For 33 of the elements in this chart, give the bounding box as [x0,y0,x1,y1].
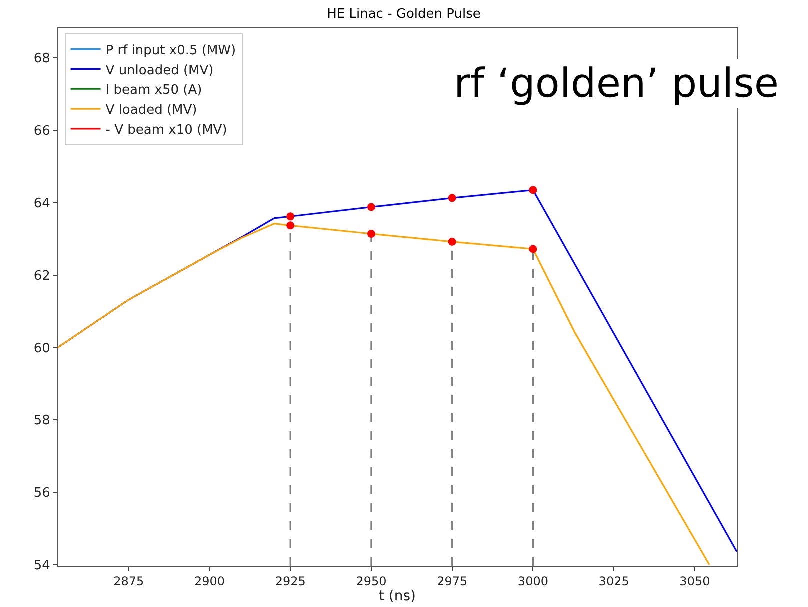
x-tick-label: 2875 [114,574,144,588]
y-tick-label: 58 [34,414,50,429]
y-tick-label: 54 [34,558,50,574]
point [529,186,538,194]
legend-label: I beam x50 (A) [106,83,202,98]
y-tick-label: 56 [34,486,50,502]
legend-label: V loaded (MV) [106,103,198,118]
legend-label: - V beam x10 (MV) [106,123,228,138]
y-tick-label: 68 [34,52,50,67]
x-tick-label: 2950 [356,574,387,588]
point [286,222,295,230]
legend-label: P rf input x0.5 (MW) [106,43,236,58]
x-axis-title: t (ns) [378,588,416,604]
x-tick-label: 2975 [437,574,468,588]
point [448,194,456,202]
chart-title: HE Linac - Golden Pulse [327,7,481,22]
x-tick-label: 2900 [194,574,225,588]
y-tick-label: 66 [34,124,50,140]
point [529,245,538,254]
x-tick-label: 2925 [275,574,306,588]
point [448,238,456,246]
legend-label: V unloaded (MV) [106,63,214,78]
y-tick-label: 60 [34,341,50,356]
x-tick-label: 3025 [598,574,630,588]
y-tick-label: 64 [34,196,50,212]
point [367,203,376,212]
x-tick-label: 3000 [518,574,548,588]
annotation: rf ‘golden’ pulse [454,61,780,107]
point [367,230,376,238]
y-tick-label: 62 [34,268,50,284]
point [286,212,295,221]
line-series [58,223,710,566]
x-tick-label: 3050 [680,574,710,588]
